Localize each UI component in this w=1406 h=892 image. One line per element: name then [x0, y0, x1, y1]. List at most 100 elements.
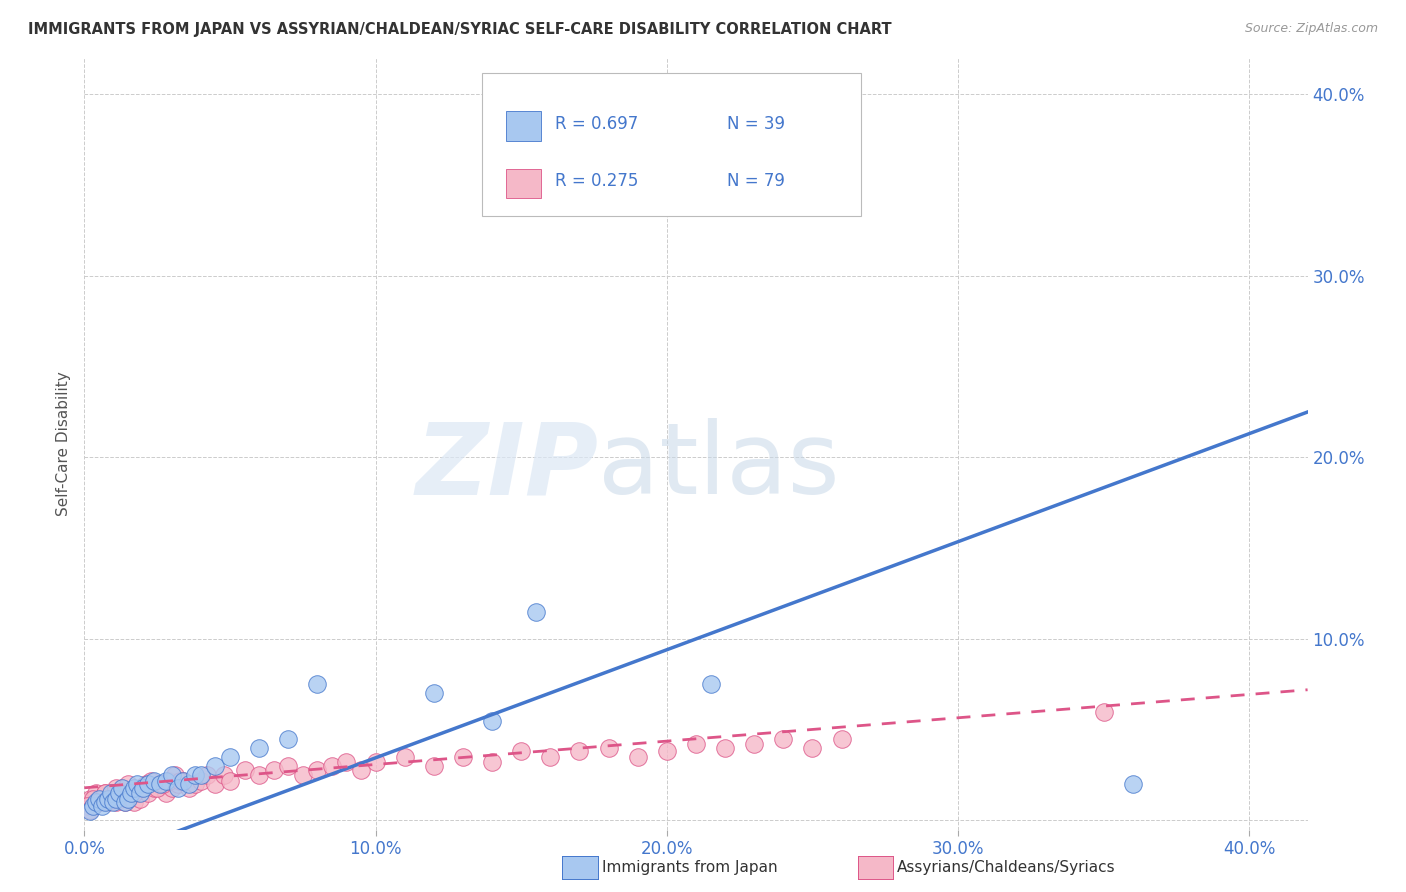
Point — [79, 791, 101, 805]
Point — [141, 773, 163, 788]
Point — [84, 786, 107, 800]
Point — [117, 777, 139, 791]
Point — [233, 763, 256, 777]
Point — [179, 780, 201, 795]
Point — [122, 795, 145, 809]
Point — [307, 763, 329, 777]
Point — [97, 791, 120, 805]
Point — [114, 795, 136, 809]
Point — [125, 777, 148, 791]
Point — [801, 740, 824, 755]
Point — [155, 773, 177, 788]
FancyBboxPatch shape — [506, 169, 541, 198]
Point — [108, 786, 131, 800]
Text: Assyrians/Chaldeans/Syriacs: Assyrians/Chaldeans/Syriacs — [897, 861, 1115, 875]
Point — [247, 740, 270, 755]
Text: Immigrants from Japan: Immigrants from Japan — [602, 861, 778, 875]
Point — [263, 763, 285, 777]
Point — [277, 759, 299, 773]
Point — [524, 605, 547, 619]
Point — [87, 795, 110, 809]
Point — [190, 773, 212, 788]
Point — [149, 777, 172, 791]
Text: Source: ZipAtlas.com: Source: ZipAtlas.com — [1244, 22, 1378, 36]
Point — [481, 714, 503, 728]
Point — [204, 777, 226, 791]
Point — [714, 740, 737, 755]
Text: R = 0.275: R = 0.275 — [555, 172, 638, 190]
Point — [307, 677, 329, 691]
Point — [87, 795, 110, 809]
Point — [190, 768, 212, 782]
Point — [423, 686, 446, 700]
Point — [108, 791, 131, 805]
Point — [335, 756, 357, 770]
Point — [291, 768, 314, 782]
Point — [82, 799, 104, 814]
Point — [172, 773, 194, 788]
Point — [163, 768, 186, 782]
Point — [105, 795, 128, 809]
Point — [138, 777, 160, 791]
Point — [93, 795, 115, 809]
Point — [742, 737, 765, 751]
Point — [79, 805, 101, 819]
Point — [1092, 705, 1115, 719]
Point — [128, 791, 150, 805]
Y-axis label: Self-Care Disability: Self-Care Disability — [56, 371, 72, 516]
Point — [510, 744, 533, 758]
Point — [82, 799, 104, 814]
Text: IMMIGRANTS FROM JAPAN VS ASSYRIAN/CHALDEAN/SYRIAC SELF-CARE DISABILITY CORRELATI: IMMIGRANTS FROM JAPAN VS ASSYRIAN/CHALDE… — [28, 22, 891, 37]
Point — [195, 768, 218, 782]
Point — [90, 799, 112, 814]
Point — [93, 786, 115, 800]
Point — [84, 795, 107, 809]
Point — [122, 780, 145, 795]
Text: atlas: atlas — [598, 418, 839, 516]
Point — [131, 780, 153, 795]
Point — [568, 744, 591, 758]
Point — [394, 750, 416, 764]
Point — [128, 786, 150, 800]
Point — [219, 750, 242, 764]
Point — [155, 786, 177, 800]
Point — [100, 786, 122, 800]
Point — [117, 791, 139, 805]
Point — [364, 756, 387, 770]
Point — [451, 750, 474, 764]
Point — [146, 780, 169, 795]
Point — [655, 744, 678, 758]
Point — [105, 791, 128, 805]
Text: ZIP: ZIP — [415, 418, 598, 516]
Text: N = 39: N = 39 — [727, 114, 785, 133]
Point — [100, 791, 122, 805]
Point — [117, 791, 139, 805]
Point — [143, 773, 166, 788]
Point — [149, 777, 172, 791]
Point — [423, 759, 446, 773]
Point — [152, 777, 174, 791]
Point — [350, 763, 373, 777]
Point — [111, 780, 134, 795]
Point — [219, 773, 242, 788]
Point — [184, 768, 207, 782]
Point — [87, 791, 110, 805]
Point — [166, 777, 188, 791]
Point — [90, 791, 112, 805]
Point — [160, 768, 183, 782]
Point — [138, 786, 160, 800]
Point — [105, 780, 128, 795]
Point — [685, 737, 707, 751]
Point — [97, 795, 120, 809]
Point — [143, 780, 166, 795]
Point — [481, 756, 503, 770]
Point — [111, 780, 134, 795]
Point — [76, 795, 98, 809]
Point — [247, 768, 270, 782]
Point — [157, 773, 180, 788]
Point — [169, 773, 191, 788]
Point — [627, 750, 650, 764]
Point — [598, 740, 620, 755]
Point — [125, 786, 148, 800]
Point — [128, 780, 150, 795]
